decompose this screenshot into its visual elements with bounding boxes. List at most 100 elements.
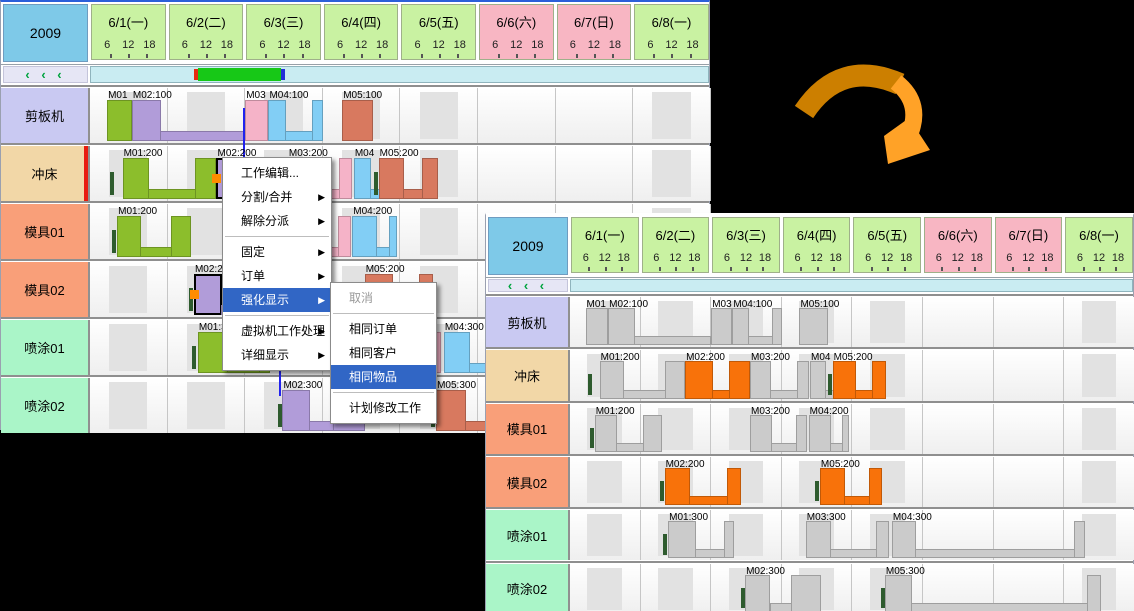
timeline-scrollbar-track[interactable] bbox=[90, 66, 709, 83]
day-header: 6/1(一) 6 12 18 bbox=[571, 217, 639, 273]
resource-label-6[interactable]: 喷涂02 bbox=[1, 378, 90, 433]
menu-item-2[interactable]: 解除分派 ▶ bbox=[223, 209, 331, 233]
gantt-bar-end-block[interactable] bbox=[876, 521, 890, 559]
gantt-bar[interactable] bbox=[808, 414, 832, 452]
gantt-bar-end-block[interactable] bbox=[869, 467, 883, 506]
gantt-bar[interactable] bbox=[353, 158, 371, 199]
gantt-bar-end-block[interactable] bbox=[643, 414, 662, 452]
resource-label-6[interactable]: 喷涂02 bbox=[486, 563, 570, 611]
submenu-item-0[interactable]: 取消 bbox=[331, 286, 436, 310]
gantt-bar[interactable] bbox=[131, 100, 162, 141]
gantt-bar-end-block[interactable] bbox=[170, 216, 191, 257]
resource-label-2[interactable]: 冲床 bbox=[1, 146, 90, 201]
gantt-bar[interactable] bbox=[122, 158, 149, 199]
gantt-bar[interactable] bbox=[117, 216, 142, 257]
gantt-bar-end-block[interactable] bbox=[665, 361, 686, 399]
hour-tick-label: 6 bbox=[569, 39, 576, 51]
gantt-bar[interactable] bbox=[805, 521, 832, 559]
resource-name: 喷涂02 bbox=[24, 399, 65, 414]
gantt-bar[interactable] bbox=[282, 390, 311, 431]
bar-label: M01:300 bbox=[198, 322, 238, 333]
menu-item-5[interactable]: 订单 ▶ bbox=[223, 264, 331, 288]
resource-label-3[interactable]: 模具01 bbox=[486, 403, 570, 454]
submenu-item-3[interactable]: 相同客户 bbox=[331, 341, 436, 365]
gantt-bar[interactable] bbox=[750, 361, 772, 399]
gantt-bar[interactable] bbox=[711, 308, 733, 346]
submenu-item-2[interactable]: 相同订单 bbox=[331, 317, 436, 341]
gantt-bar-end-block[interactable] bbox=[1074, 521, 1086, 559]
gantt-bar-end-block[interactable] bbox=[726, 467, 741, 506]
gantt-bar[interactable] bbox=[599, 361, 624, 399]
gantt-bar[interactable] bbox=[378, 158, 405, 199]
gantt-bar[interactable] bbox=[664, 467, 690, 506]
resource-label-4[interactable]: 模具02 bbox=[1, 262, 90, 317]
menu-item-0[interactable]: 工作编辑... bbox=[223, 161, 331, 185]
gantt-bar[interactable] bbox=[245, 100, 269, 141]
scroll-left-arrows[interactable]: ‹ ‹ ‹ bbox=[3, 66, 88, 83]
gantt-bar[interactable] bbox=[810, 361, 826, 399]
timeline-scrollbar-track[interactable] bbox=[570, 279, 1133, 292]
gantt-bar-end-block[interactable] bbox=[339, 158, 353, 199]
gantt-bar[interactable] bbox=[668, 521, 696, 559]
scroll-left-arrows[interactable]: ‹ ‹ ‹ bbox=[488, 278, 568, 293]
hour-ticks: 6 12 18 bbox=[247, 39, 320, 53]
hour-tick-label: 12 bbox=[1022, 252, 1035, 264]
day-label: 6/5(五) bbox=[867, 228, 908, 243]
gantt-bar-end-block[interactable] bbox=[872, 361, 887, 399]
selection-handle[interactable] bbox=[189, 289, 199, 299]
hour-tick-label: 18 bbox=[143, 39, 156, 51]
resource-label-3[interactable]: 模具01 bbox=[1, 204, 90, 259]
gantt-bar[interactable] bbox=[585, 308, 609, 346]
bar-label: M04 bbox=[354, 148, 375, 159]
submenu-item-4[interactable]: 相同物品 bbox=[331, 365, 436, 389]
gantt-bar-end-block[interactable] bbox=[338, 216, 351, 257]
menu-item-8[interactable]: 虚拟机工作处理 ▶ bbox=[223, 319, 331, 343]
gantt-bar-end-block[interactable] bbox=[723, 521, 734, 559]
gantt-bar-end-block[interactable] bbox=[841, 414, 849, 452]
resource-label-2[interactable]: 冲床 bbox=[486, 350, 570, 401]
selection-handle[interactable] bbox=[212, 173, 222, 183]
gantt-bar-end-block[interactable] bbox=[388, 216, 397, 257]
gantt-bar[interactable] bbox=[891, 521, 916, 559]
resource-label-5[interactable]: 喷涂01 bbox=[1, 320, 90, 375]
resource-label-1[interactable]: 剪板机 bbox=[486, 297, 570, 348]
gantt-bar[interactable] bbox=[436, 390, 466, 431]
gantt-bar[interactable] bbox=[352, 216, 378, 257]
gantt-bar[interactable] bbox=[799, 308, 828, 346]
gantt-bar[interactable] bbox=[819, 467, 846, 506]
resource-label-4[interactable]: 模具02 bbox=[486, 456, 570, 508]
gantt-bar[interactable] bbox=[685, 361, 714, 399]
hour-ticks: 6 12 18 bbox=[635, 39, 708, 53]
timeline-area: M01:300 M03:300 M04:300 bbox=[570, 510, 1134, 561]
gantt-bar[interactable] bbox=[443, 332, 471, 373]
gantt-bar-end-block[interactable] bbox=[422, 158, 438, 199]
gantt-bar-end-block[interactable] bbox=[796, 361, 809, 399]
gantt-bar[interactable] bbox=[107, 100, 132, 141]
menu-item-6[interactable]: 强化显示 ▶ bbox=[223, 288, 331, 312]
gantt-bar[interactable] bbox=[745, 574, 771, 611]
menu-item-4[interactable]: 固定 ▶ bbox=[223, 240, 331, 264]
menu-item-9[interactable]: 详细显示 ▶ bbox=[223, 343, 331, 367]
timeline-scrollbar-thumb[interactable] bbox=[194, 68, 286, 81]
dependency-link-line bbox=[242, 108, 245, 164]
gantt-bar[interactable] bbox=[750, 414, 772, 452]
gantt-bar[interactable] bbox=[342, 100, 374, 141]
gantt-bar-end-block[interactable] bbox=[771, 308, 782, 346]
gantt-bar-end-block[interactable] bbox=[790, 574, 821, 611]
gantt-bar-end-block[interactable] bbox=[728, 361, 751, 399]
resource-label-5[interactable]: 喷涂01 bbox=[486, 510, 570, 561]
gantt-bar-end-block[interactable] bbox=[311, 100, 323, 141]
gantt-bar[interactable] bbox=[594, 414, 617, 452]
resource-name: 喷涂01 bbox=[24, 341, 65, 356]
resource-label-1[interactable]: 剪板机 bbox=[1, 88, 90, 143]
gantt-bar[interactable] bbox=[268, 100, 287, 141]
gantt-bar[interactable] bbox=[732, 308, 749, 346]
menu-item-label: 相同物品 bbox=[349, 370, 398, 384]
gantt-bar-end-block[interactable] bbox=[1086, 574, 1101, 611]
gantt-bar[interactable] bbox=[884, 574, 912, 611]
gantt-bar[interactable] bbox=[832, 361, 856, 399]
gantt-bar-end-block[interactable] bbox=[795, 414, 808, 452]
gantt-bar[interactable] bbox=[608, 308, 635, 346]
submenu-item-6[interactable]: 计划修改工作 bbox=[331, 396, 436, 420]
menu-item-1[interactable]: 分割/合并 ▶ bbox=[223, 185, 331, 209]
